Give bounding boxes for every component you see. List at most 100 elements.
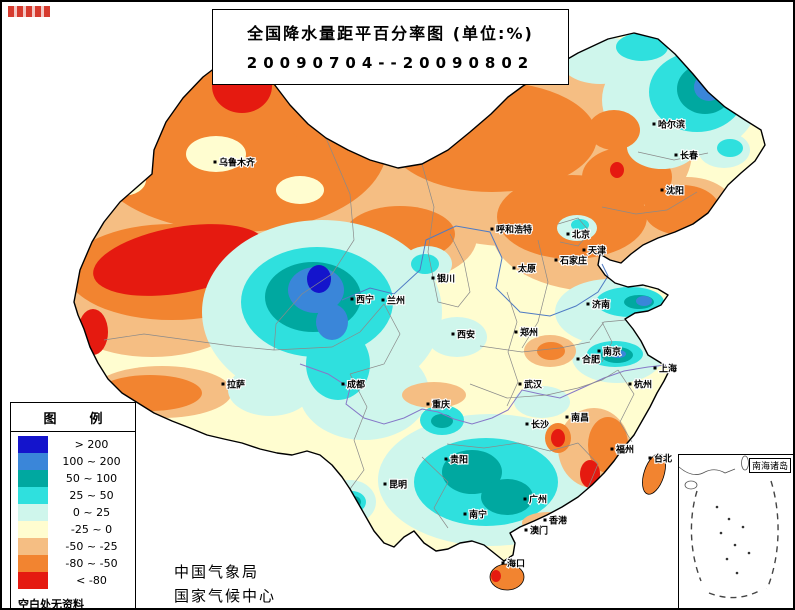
city-dot (628, 382, 632, 386)
south-china-sea-inset: 南海诸岛 (678, 454, 793, 608)
legend-swatch (18, 504, 48, 521)
city-dot (490, 227, 494, 231)
city-dot (523, 497, 527, 501)
city-label: 天津 (588, 245, 606, 257)
taiwan-island (642, 453, 666, 495)
red-stamp (8, 6, 50, 17)
inset-islands (715, 505, 751, 575)
city-label: 北京 (572, 229, 590, 241)
city-dot (524, 528, 528, 532)
legend-rows: > 200 100 ~ 200 50 ~ 100 25 ~ 50 0 ~ 25 -25 ~… (11, 436, 135, 589)
city-dot (554, 258, 558, 262)
agency-footer: 中国气象局 国家气候中心 (174, 560, 276, 608)
legend-row: -80 ~ -50 (11, 555, 135, 572)
legend-label: 0 ~ 25 (72, 506, 111, 519)
city-dot (383, 482, 387, 486)
nine-dash-line-west (690, 490, 702, 582)
city-label: 昆明 (389, 480, 407, 491)
agency-line2: 国家气候中心 (174, 587, 277, 605)
china-outline (73, 32, 766, 562)
legend-label: 25 ~ 50 (69, 489, 114, 502)
legend-label: -80 ~ -50 (65, 557, 118, 570)
legend-row: 0 ~ 25 (11, 504, 135, 521)
map-title: 全国降水量距平百分率图 (单位:%) (247, 24, 534, 43)
city-label: 武汉 (524, 379, 543, 391)
legend-row: 100 ~ 200 (11, 453, 135, 470)
inset-taiwan (741, 455, 749, 471)
date-range: 20090704--20090802 (246, 54, 535, 72)
nine-dash-line-south (708, 590, 760, 599)
legend-row: -50 ~ -25 (11, 538, 135, 555)
city-label: 上海 (659, 363, 677, 375)
city-label: 香港 (548, 515, 568, 527)
city-dot (597, 349, 601, 353)
yangtze-river (299, 363, 667, 425)
legend-row: < -80 (11, 572, 135, 589)
legend-label: -25 ~ 0 (70, 523, 113, 536)
city-dot (426, 402, 430, 406)
city-label: 南昌 (571, 412, 589, 424)
city-dot (543, 518, 547, 522)
legend-swatch (18, 572, 48, 589)
city-dot (586, 302, 590, 306)
city-label: 海口 (507, 558, 525, 570)
legend-label: > 200 (74, 438, 109, 451)
legend-row: -25 ~ 0 (11, 521, 135, 538)
city-label: 成都 (347, 379, 365, 391)
legend-swatch (18, 436, 48, 453)
city-label: 长春 (680, 150, 699, 162)
legend-label: 100 ~ 200 (62, 455, 121, 468)
city-dot (674, 153, 678, 157)
city-label: 合肥 (582, 354, 600, 366)
city-dot (451, 332, 455, 336)
city-dot (652, 122, 656, 126)
city-dot (501, 561, 505, 565)
title-box: 全国降水量距平百分率图 (单位:%) 20090704--20090802 (212, 9, 569, 85)
city-label: 澳门 (530, 525, 548, 537)
city-dot (381, 298, 385, 302)
south-china-sea-map (678, 455, 779, 599)
city-dot (525, 422, 529, 426)
no-data-label: 空白处无资料 (18, 598, 84, 608)
city-dot (341, 382, 345, 386)
hainan-island (489, 563, 525, 591)
city-label: 石家庄 (559, 255, 587, 267)
legend-title: 图 例 (11, 405, 135, 432)
city-dot (463, 512, 467, 516)
legend: 图 例 > 200 100 ~ 200 50 ~ 100 25 ~ 50 0 ~ 25 -… (10, 402, 136, 608)
city-dot (431, 276, 435, 280)
inset-coastline (678, 466, 736, 475)
city-dot (221, 382, 225, 386)
city-dot (514, 330, 518, 334)
inset-label: 南海诸岛 (748, 458, 791, 473)
inset-hainan (684, 480, 698, 490)
city-label: 银川 (437, 273, 455, 285)
no-data-row: 空白处无资料 (18, 593, 128, 608)
city-label: 太原 (517, 263, 536, 275)
city-label: 济南 (592, 299, 610, 311)
legend-row: 50 ~ 100 (11, 470, 135, 487)
city-label: 杭州 (634, 379, 652, 391)
city-label: 南宁 (469, 509, 487, 521)
city-dot (518, 382, 522, 386)
legend-swatch (18, 487, 48, 504)
legend-row: > 200 (11, 436, 135, 453)
city-dot (610, 447, 614, 451)
city-dot (350, 297, 354, 301)
legend-swatch (18, 453, 48, 470)
legend-label: -50 ~ -25 (65, 540, 118, 553)
city-dot (565, 415, 569, 419)
city-label: 贵阳 (450, 454, 468, 466)
agency-line1: 中国气象局 (174, 563, 260, 581)
city-label: 哈尔滨 (658, 119, 685, 131)
city-label: 兰州 (387, 295, 405, 307)
city-label: 广州 (529, 494, 547, 506)
city-dot (660, 188, 664, 192)
city-label: 乌鲁木齐 (219, 157, 256, 169)
city-dot (582, 248, 586, 252)
city-dot (444, 457, 448, 461)
city-label: 长沙 (531, 419, 549, 431)
city-label: 重庆 (432, 399, 450, 411)
